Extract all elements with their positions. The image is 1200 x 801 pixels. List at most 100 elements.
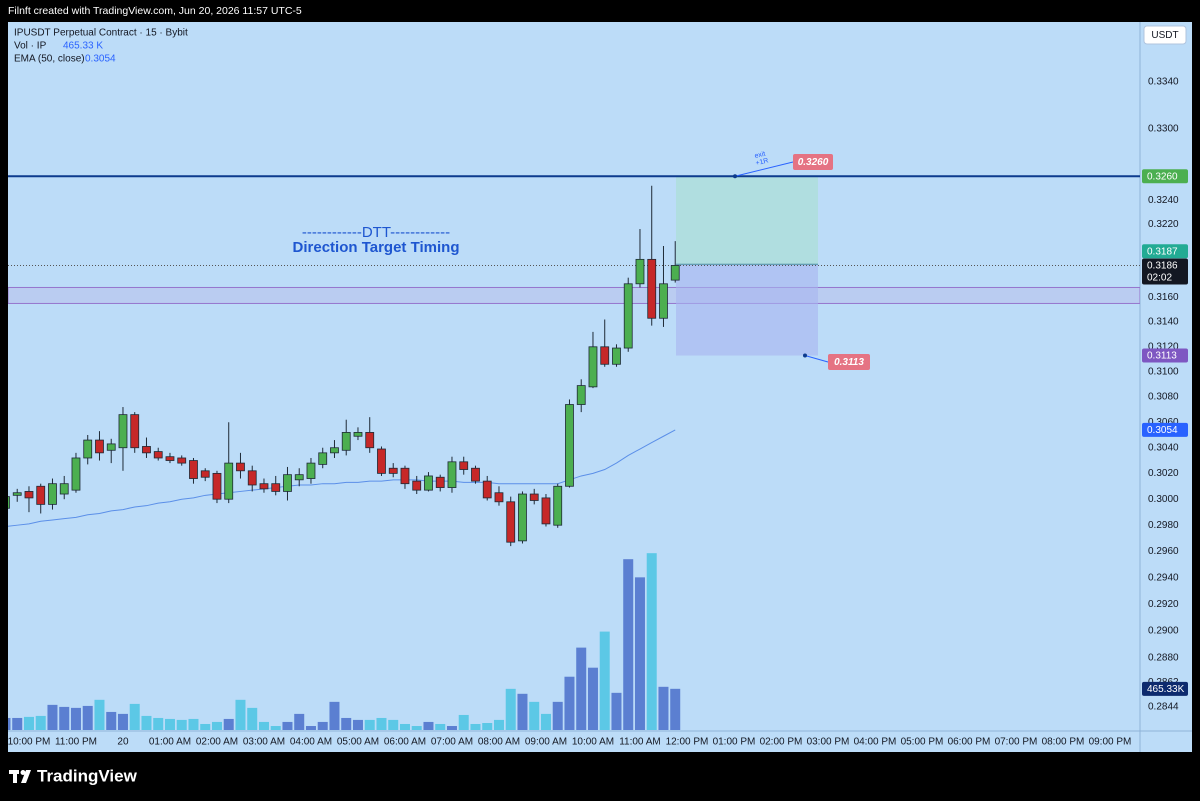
y-tick-label: 0.3040 <box>1148 442 1179 453</box>
y-tick-label: 0.2880 <box>1148 652 1179 663</box>
stop-connector <box>804 355 829 363</box>
candle-body <box>529 493 539 501</box>
target-axis-label: 0.3260 <box>1147 171 1178 182</box>
target-axis-label-box <box>1142 169 1188 184</box>
volume-bar <box>435 723 446 730</box>
x-tick-label: 02:00 AM <box>196 737 238 748</box>
chart-background <box>8 22 1192 752</box>
x-tick-label: 09:00 AM <box>525 737 567 748</box>
volume-bar <box>646 553 657 730</box>
volume-bar <box>8 717 11 730</box>
volume-bar <box>141 715 152 730</box>
volume-bar <box>493 719 504 730</box>
candle-body <box>494 492 504 503</box>
candle-body <box>588 346 598 388</box>
currency: USDT <box>1151 30 1178 41</box>
volume-bar <box>423 721 434 730</box>
candle-body <box>600 346 610 365</box>
x-tick-label: 07:00 AM <box>431 737 473 748</box>
volume-bar <box>364 719 375 730</box>
candle-body <box>541 497 551 525</box>
y-tick-label: 0.3060 <box>1148 417 1179 428</box>
volume-bar <box>529 701 540 730</box>
volume-bar <box>470 723 481 730</box>
brand: TradingView <box>37 766 138 785</box>
candle-body <box>565 404 574 487</box>
candle-body <box>106 443 116 451</box>
x-tick-label: 01:00 AM <box>149 737 191 748</box>
y-tick-label: 0.3140 <box>1148 317 1179 328</box>
x-tick-label: 12:00 PM <box>666 737 709 748</box>
volume-bar <box>270 726 281 730</box>
volume-bar <box>294 713 305 730</box>
y-tick-label: 0.3080 <box>1148 392 1179 403</box>
volume-bar <box>634 577 645 730</box>
volume-bar <box>399 723 410 730</box>
x-tick-label: 08:00 AM <box>478 737 520 748</box>
volume-bar <box>611 692 622 730</box>
candle-body <box>95 439 104 454</box>
ema-axis-label: 0.3054 <box>1147 425 1178 436</box>
candle-body <box>283 474 292 492</box>
y-tick-label: 0.3100 <box>1148 366 1179 377</box>
volume-bar <box>223 718 234 730</box>
x-tick-label: 06:00 AM <box>384 737 426 748</box>
volume-bar <box>540 713 551 730</box>
candle-body <box>130 414 140 449</box>
candle-body <box>59 483 69 495</box>
candle-body <box>576 385 586 405</box>
stop-zone <box>676 264 818 356</box>
x-tick-label: 10:00 PM <box>8 737 51 748</box>
entry-axis-label: 0.3187 <box>1147 246 1178 257</box>
overlays: 0.3260 exit+1R 0.3113 <box>733 151 870 370</box>
volume-bar <box>188 718 199 730</box>
volume-bar <box>505 688 516 730</box>
y-tick-label: 0.3340 <box>1148 77 1179 88</box>
candle-body <box>271 483 281 492</box>
r-note: +1R <box>755 157 769 167</box>
candle-body <box>612 347 621 365</box>
candle-body <box>400 467 410 485</box>
candle-body <box>306 462 316 479</box>
y-tick-label: 0.3120 <box>1148 341 1179 352</box>
volume-bar <box>599 631 610 730</box>
volume-bar <box>517 693 528 730</box>
y-tick-label: 0.3300 <box>1148 123 1179 134</box>
last-price-label: 0.3186 <box>1147 261 1178 272</box>
currency-box <box>1143 25 1187 45</box>
y-tick-label: 0.2960 <box>1148 546 1179 557</box>
candle-body <box>518 493 527 542</box>
candle-body <box>330 447 339 454</box>
x-tick-label: 10:00 AM <box>572 737 614 748</box>
y-tick-label: 0.2920 <box>1148 599 1179 610</box>
x-tick-label: 07:00 PM <box>995 737 1038 748</box>
volume-axis-label: 465.33K <box>1147 684 1185 695</box>
candle-body <box>8 496 10 509</box>
candle-body <box>670 265 680 281</box>
candle-body <box>635 258 645 285</box>
candle-body <box>377 448 386 474</box>
candle-body <box>482 480 492 499</box>
candle-body <box>412 480 422 491</box>
candle-body <box>142 446 151 454</box>
x-tick-label: 05:00 PM <box>901 737 944 748</box>
volume-bar <box>258 721 269 730</box>
candle-body <box>553 485 563 526</box>
legend-ema-value: 0.3054 <box>85 54 116 65</box>
candle-body <box>71 457 81 491</box>
last-price-label-box <box>1142 258 1188 285</box>
volume-bar <box>211 721 222 730</box>
volume-bar <box>411 726 422 730</box>
volume-bar <box>352 719 363 730</box>
stop-label: 0.3113 <box>834 357 864 368</box>
volume-bar <box>164 718 175 730</box>
volume-bar <box>94 699 105 730</box>
stop-label-box <box>828 354 870 370</box>
candle-body <box>212 472 222 500</box>
credit: Filnft created with TradingView.com, Jun… <box>8 5 302 17</box>
volume-bar <box>388 719 399 730</box>
x-tick-label: 02:00 PM <box>760 737 803 748</box>
volume-bar <box>576 647 587 730</box>
ema-line <box>8 429 676 527</box>
